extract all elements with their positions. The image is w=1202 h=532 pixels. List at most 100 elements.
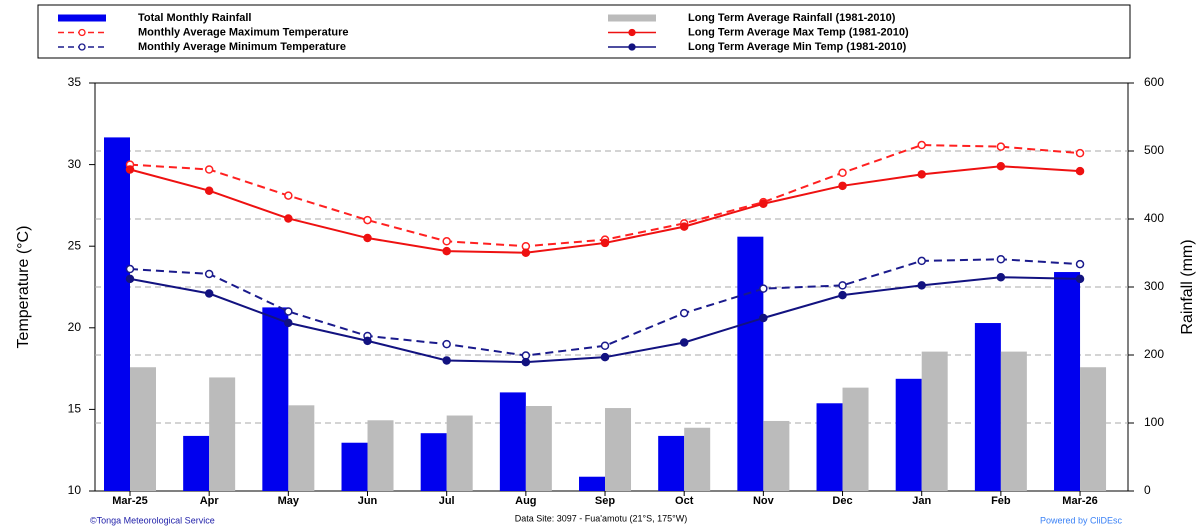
x-tick-label: May [278, 495, 300, 507]
marker [284, 214, 293, 223]
legend-swatch [58, 14, 106, 22]
bar [367, 420, 394, 491]
bar [816, 403, 843, 491]
legend-marker [78, 43, 86, 51]
marker [600, 341, 610, 351]
marker [600, 238, 610, 248]
marker [284, 191, 293, 200]
legend-label: Monthly Average Maximum Temperature [138, 26, 348, 38]
y-axis-label: Temperature (°C) [15, 226, 32, 349]
marker [1075, 166, 1085, 176]
legend-label: Total Monthly Rainfall [138, 12, 251, 24]
legend-label: Long Term Average Rainfall (1981-2010) [688, 12, 896, 24]
marker [125, 274, 135, 284]
x-tick-label: Mar-25 [112, 495, 147, 507]
x-tick-label: Feb [991, 495, 1011, 507]
bar [579, 476, 606, 491]
marker [204, 165, 214, 174]
bar [446, 415, 473, 491]
y-tick-label: 20 [68, 320, 82, 334]
bar [974, 323, 1001, 491]
x-tick-label: Oct [675, 495, 694, 507]
marker [917, 170, 926, 179]
marker [679, 338, 689, 347]
marker [204, 289, 214, 298]
marker [125, 165, 135, 174]
legend-swatch [608, 14, 656, 22]
bar [895, 378, 922, 491]
y-tick-label: 35 [68, 75, 82, 89]
y-tick-label: 15 [68, 402, 82, 416]
marker [996, 161, 1006, 171]
legend-marker [628, 28, 636, 37]
line [129, 144, 1081, 248]
legend-marker [78, 28, 86, 37]
x-tick-label: Dec [832, 495, 852, 507]
marker [125, 264, 135, 274]
bar [262, 307, 289, 491]
x-tick-label: Jun [358, 495, 378, 507]
x-tick-label: Aug [515, 495, 536, 507]
marker [759, 284, 768, 293]
legend-box [37, 4, 1131, 59]
bar [684, 427, 711, 491]
y2-tick-label: 200 [1144, 347, 1164, 361]
x-tick-label: Apr [200, 495, 220, 507]
y-tick-label: 25 [68, 238, 82, 252]
legend-label: Long Term Average Max Temp (1981-2010) [688, 26, 909, 38]
bar [1054, 272, 1081, 491]
marker [521, 357, 531, 367]
y-tick-label: 30 [68, 157, 82, 171]
legend-label: Monthly Average Minimum Temperature [138, 41, 346, 53]
bar [605, 408, 632, 491]
marker [284, 318, 293, 328]
marker [996, 142, 1006, 151]
bar [658, 435, 685, 491]
marker [521, 248, 531, 257]
marker [996, 255, 1006, 264]
bar [209, 377, 236, 491]
bar [1000, 351, 1027, 491]
marker [917, 256, 926, 266]
marker [1075, 274, 1085, 284]
marker [442, 237, 451, 246]
x-tick-label: Mar-26 [1062, 495, 1097, 507]
bar [130, 367, 156, 491]
marker [363, 233, 372, 243]
marker [1075, 259, 1085, 269]
x-tick-label: Nov [753, 495, 775, 507]
marker [679, 222, 689, 231]
marker [838, 168, 847, 178]
marker [838, 281, 847, 290]
x-tick-label: Sep [595, 495, 615, 507]
y2-tick-label: 400 [1144, 211, 1164, 225]
legend-marker [628, 43, 636, 51]
marker [284, 307, 293, 316]
marker [996, 272, 1006, 282]
x-tick-label: Jul [439, 495, 455, 507]
bar [499, 392, 526, 491]
marker [204, 269, 214, 279]
marker [917, 140, 926, 150]
y2-tick-label: 500 [1144, 143, 1164, 157]
marker [204, 186, 214, 195]
footer-right: Powered by CliDEsc [1040, 515, 1123, 525]
marker [838, 290, 847, 300]
legend-label: Long Term Average Min Temp (1981-2010) [688, 41, 907, 53]
marker [917, 281, 926, 290]
y2-tick-label: 300 [1144, 279, 1164, 293]
bar [842, 387, 869, 491]
footer-center: Data Site: 3097 - Fua'amotu (21°S, 175°W… [515, 513, 688, 523]
y2-axis-label: Rainfall (mm) [1179, 239, 1196, 334]
bar [420, 433, 447, 491]
bar [183, 435, 210, 491]
marker [600, 352, 610, 362]
marker [442, 339, 451, 349]
marker [442, 356, 451, 365]
y2-tick-label: 600 [1144, 75, 1164, 89]
y-tick-label: 10 [68, 483, 82, 497]
bar [737, 236, 764, 491]
marker [679, 308, 689, 318]
bar [288, 405, 315, 491]
